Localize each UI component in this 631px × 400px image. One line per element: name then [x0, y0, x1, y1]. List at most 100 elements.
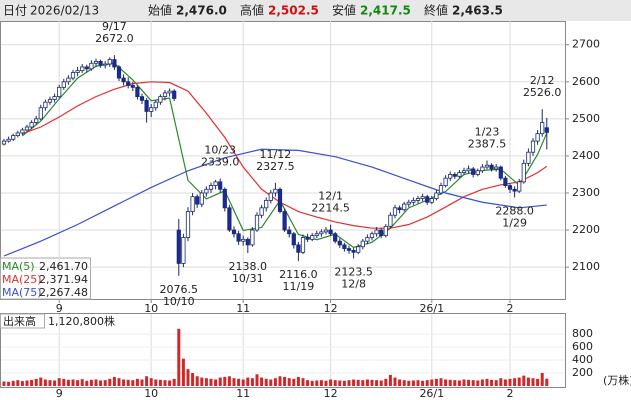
x-tick-label: 12 — [324, 387, 338, 400]
x-tick-label: 2 — [507, 387, 514, 400]
candle-body — [388, 214, 393, 227]
candle-body — [434, 192, 439, 199]
candle-body — [98, 61, 103, 66]
candle-body — [176, 229, 181, 264]
annotation-price: 2339.0 — [201, 156, 240, 169]
volume-bar — [439, 378, 443, 386]
y-tick-label: 400 — [572, 353, 593, 366]
volume-bar — [333, 380, 337, 386]
volume-bar — [273, 378, 277, 386]
volume-bar — [402, 380, 406, 386]
candle-body — [310, 235, 315, 240]
high: 2,502.5 — [268, 4, 319, 18]
candle-body — [392, 207, 398, 216]
volume-bar — [16, 380, 20, 386]
candle-body — [190, 196, 195, 212]
volume-unit: (万株) — [603, 373, 631, 387]
candle-body — [452, 174, 457, 177]
close: 2,463.5 — [452, 4, 503, 18]
candle-body — [300, 237, 306, 253]
candle-body — [402, 203, 407, 211]
y-tick-label: 2300 — [572, 186, 600, 199]
volume-bar — [283, 376, 287, 386]
volume-title: 出来高 — [3, 314, 36, 328]
volume-bar — [324, 380, 328, 386]
candle-body — [277, 188, 283, 212]
volume-bar — [287, 378, 291, 386]
volume-bar — [503, 379, 507, 386]
candle-body — [346, 248, 352, 251]
volume-bar — [545, 378, 549, 386]
volume-bar — [186, 369, 190, 386]
x-tick-label: 10 — [144, 302, 158, 315]
candle-body — [323, 229, 329, 233]
volume-bar — [319, 380, 323, 386]
candle-body — [107, 59, 112, 65]
volume-bar — [361, 380, 365, 386]
candle-body — [314, 233, 319, 237]
candle-body — [521, 162, 526, 183]
candle-body — [369, 233, 375, 238]
volume-bar — [306, 380, 310, 386]
volume-bar — [200, 377, 204, 386]
x-tick-label: 11 — [236, 302, 250, 315]
candle-body — [484, 164, 490, 168]
candle-body — [227, 207, 232, 231]
candle-body — [241, 238, 246, 242]
volume-bar — [237, 378, 241, 386]
volume-bar — [195, 376, 199, 386]
candle-body — [116, 66, 122, 79]
volume-bar — [53, 380, 57, 386]
volume-bar — [457, 380, 461, 386]
candle-body — [121, 77, 126, 83]
annotation-date: 2/12 — [530, 74, 555, 87]
candle-body — [512, 188, 517, 192]
candle-body — [254, 214, 260, 231]
candle-body — [259, 207, 264, 216]
candle-body — [360, 240, 365, 248]
annotation-date: 9/17 — [102, 20, 127, 33]
volume-bar — [411, 380, 415, 386]
volume-bar — [71, 379, 75, 386]
candle-body — [471, 168, 476, 175]
volume-bar — [227, 376, 231, 386]
candle-body — [365, 237, 370, 242]
legend-value: 2,267.48 — [39, 286, 88, 299]
candle-body — [351, 250, 356, 253]
volume-bar — [494, 380, 498, 386]
low-label: 安値 — [332, 3, 356, 18]
annotation-price: 2116.0 — [279, 268, 318, 281]
volume-bar — [434, 378, 438, 386]
candle-body — [438, 185, 444, 194]
volume-bar — [388, 374, 392, 386]
volume-bar — [513, 378, 517, 386]
volume-bar — [370, 379, 374, 386]
candle-body — [374, 229, 379, 235]
x-tick-label: 26/1 — [419, 387, 444, 400]
candle-body — [273, 188, 278, 194]
volume-bar — [250, 378, 254, 386]
annotation-price: 2288.0 — [495, 204, 534, 217]
volume-bar — [347, 380, 351, 386]
volume-bar — [246, 377, 250, 386]
volume-bar — [39, 377, 43, 386]
volume-bar — [499, 378, 503, 386]
candle-body — [195, 196, 200, 205]
candle-body — [1, 140, 7, 145]
annotation-price: 2214.5 — [311, 202, 350, 215]
candle-body — [397, 207, 402, 211]
candle-body — [535, 133, 540, 142]
volume-bar — [310, 380, 314, 386]
volume-bar — [269, 379, 273, 386]
candle-body — [296, 244, 301, 253]
volume-bar — [135, 378, 139, 386]
x-tick-label: 12 — [324, 302, 338, 315]
volume-bar — [462, 379, 466, 386]
y-tick-label: 2600 — [572, 75, 600, 88]
candle-body — [135, 86, 140, 98]
volume-bar — [536, 378, 540, 386]
candle-body — [461, 170, 467, 174]
candle-body — [130, 85, 135, 88]
volume-bar — [99, 380, 103, 386]
